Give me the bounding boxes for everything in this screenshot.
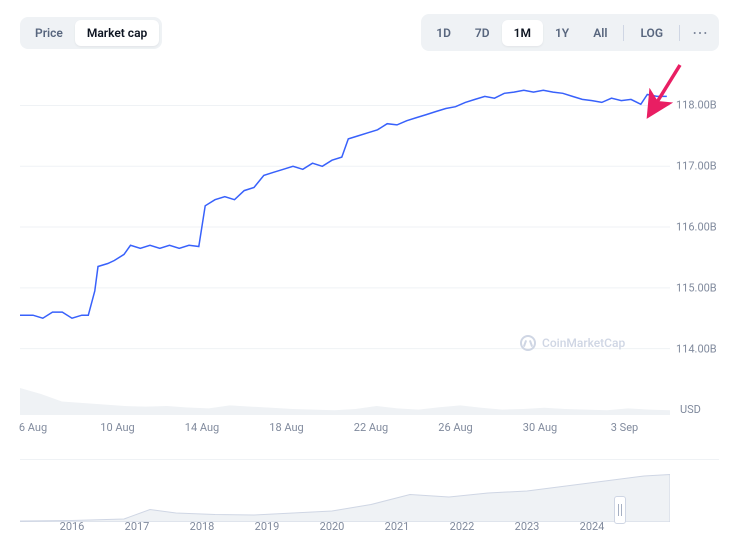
overview-chart-container: 2016 2017 2018 2019 2020 2021 2022 2023 2024	[20, 459, 719, 549]
separator	[679, 25, 680, 41]
overview-x-tick-label: 2023	[515, 520, 540, 533]
overview-x-tick-label: 2024	[580, 520, 605, 533]
log-scale-toggle[interactable]: LOG	[628, 20, 675, 46]
y-tick-label: 114.00B	[676, 342, 717, 355]
x-tick-label: 6 Aug	[19, 421, 47, 434]
x-tick-label: 10 Aug	[100, 421, 134, 434]
overview-x-tick-label: 2018	[190, 520, 215, 533]
range-1m[interactable]: 1M	[502, 20, 543, 46]
annotation-arrow	[644, 61, 684, 121]
overview-x-tick-label: 2022	[450, 520, 475, 533]
chart-line	[20, 69, 670, 379]
range-handle[interactable]	[614, 496, 626, 524]
overview-x-tick-label: 2021	[385, 520, 410, 533]
currency-label: USD	[680, 403, 701, 416]
market-cap-tab[interactable]: Market cap	[75, 20, 159, 46]
overview-x-tick-label: 2020	[320, 520, 345, 533]
y-tick-label: 118.00B	[676, 99, 717, 112]
x-tick-label: 3 Sep	[611, 421, 638, 434]
price-tab[interactable]: Price	[23, 20, 75, 46]
separator	[623, 25, 624, 41]
overview-chart-plot[interactable]	[20, 472, 670, 522]
metric-toggle-group: Price Market cap	[20, 17, 162, 49]
time-range-group: 1D 7D 1M 1Y All LOG ⋯	[421, 14, 719, 51]
main-chart-plot[interactable]: CoinMarketCap	[20, 69, 670, 379]
x-tick-label: 30 Aug	[523, 421, 557, 434]
range-all[interactable]: All	[581, 20, 619, 46]
overview-x-tick-label: 2016	[60, 520, 85, 533]
watermark-text: CoinMarketCap	[542, 336, 625, 350]
range-1y[interactable]: 1Y	[543, 20, 581, 46]
more-options-button[interactable]: ⋯	[684, 17, 716, 48]
range-7d[interactable]: 7D	[463, 20, 502, 46]
chart-toolbar: Price Market cap 1D 7D 1M 1Y All LOG ⋯	[20, 14, 719, 51]
overview-x-tick-label: 2017	[125, 520, 150, 533]
x-tick-label: 22 Aug	[354, 421, 388, 434]
overview-x-tick-label: 2019	[255, 520, 280, 533]
x-tick-label: 18 Aug	[269, 421, 303, 434]
watermark: CoinMarketCap	[520, 335, 625, 351]
main-chart-container: CoinMarketCap USD 114.00B 115.00B 116.00B 1…	[20, 69, 719, 429]
overview-area	[20, 472, 670, 522]
x-tick-label: 26 Aug	[438, 421, 472, 434]
volume-area	[20, 385, 670, 415]
y-tick-label: 117.00B	[676, 160, 717, 173]
range-1d[interactable]: 1D	[424, 20, 463, 46]
x-tick-label: 14 Aug	[185, 421, 219, 434]
y-tick-label: 116.00B	[676, 221, 717, 234]
coinmarketcap-icon	[520, 335, 536, 351]
y-tick-label: 115.00B	[676, 281, 717, 294]
